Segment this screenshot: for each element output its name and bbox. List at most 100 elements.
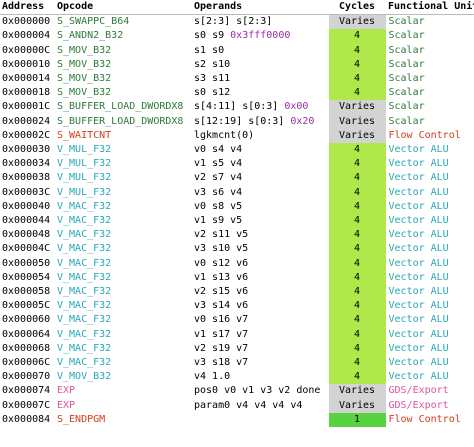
operand-token: s[0:3] — [242, 101, 279, 113]
instruction-address: 0x000068 — [2, 342, 51, 354]
operand-token: v0 s16 v7 — [194, 314, 249, 326]
cycles-cell: 4 — [327, 143, 387, 158]
cycles-cell: 4 — [327, 370, 387, 385]
instruction-operands: s1 s0 — [192, 44, 328, 58]
instruction-row[interactable]: 0x000058 V_MAC_F32 v2 s15 v6 4 Vector ALU — [0, 285, 474, 300]
cycles-cell: 4 — [327, 86, 387, 101]
instruction-opcode: S_BUFFER_LOAD_DWORDX8 — [57, 115, 184, 127]
instruction-row[interactable]: 0x000068 V_MAC_F32 v2 s19 v7 4 Vector ALU — [0, 341, 474, 357]
instruction-row[interactable]: 0x00004C V_MAC_F32 v3 s10 v5 4 Vector ALU — [0, 242, 474, 257]
instruction-row[interactable]: 0x000030 V_MUL_F32 v0 s4 v4 4 Vector ALU — [0, 143, 474, 158]
cycles-cell: 4 — [327, 157, 387, 172]
instruction-opcode: S_MOV_B32 — [57, 58, 112, 70]
functional-unit: Vector ALU — [388, 172, 449, 184]
functional-unit: Vector ALU — [388, 200, 449, 212]
instruction-row[interactable]: 0x00000C S_MOV_B32 s1 s0 4 Scalar — [0, 43, 474, 58]
instruction-operands: v4 1.0 — [192, 370, 328, 384]
instruction-operands: v2 s7 v4 — [192, 171, 328, 185]
operands-column-header[interactable]: Operands — [192, 0, 328, 16]
cycles-cell: 4 — [327, 57, 387, 73]
cycles-cell: Varies — [327, 128, 387, 144]
instruction-opcode: S_MOV_B32 — [57, 87, 112, 99]
functional-unit-column-header[interactable]: Functional Unit — [386, 0, 474, 16]
instruction-row[interactable]: 0x000018 S_MOV_B32 s0 s12 4 Scalar — [0, 86, 474, 101]
instruction-row[interactable]: 0x000000 S_SWAPPC_B64 s[2:3] s[2:3] Varies S… — [0, 14, 474, 30]
cycles-cell: Varies — [327, 398, 387, 413]
instruction-operands: v3 s10 v5 — [192, 242, 328, 256]
operand-token: s[2:3] — [194, 16, 231, 28]
instruction-row[interactable]: 0x000074 EXP pos0 v0 v1 v3 v2 done Varies GD… — [0, 384, 474, 399]
isa-disassembly-table: Address Opcode Operands Cycles Functiona… — [0, 0, 474, 428]
instruction-row[interactable]: 0x000054 V_MAC_F32 v1 s13 v6 4 Vector ALU — [0, 270, 474, 286]
instruction-opcode: S_MOV_B32 — [57, 44, 112, 56]
instruction-address: 0x000070 — [2, 371, 51, 383]
instruction-address: 0x000030 — [2, 144, 51, 156]
instruction-operands: v1 s17 v7 — [192, 328, 328, 342]
instruction-row[interactable]: 0x000014 S_MOV_B32 s3 s11 4 Scalar — [0, 72, 474, 87]
instruction-row[interactable]: 0x000044 V_MAC_F32 v1 s9 v5 4 Vector ALU — [0, 214, 474, 229]
instruction-address: 0x00005C — [2, 300, 51, 312]
functional-unit: GDS/Export — [388, 399, 449, 411]
instruction-row[interactable]: 0x000050 V_MAC_F32 v0 s12 v6 4 Vector ALU — [0, 256, 474, 271]
instruction-row[interactable]: 0x000084 S_ENDPGM 1 Flow Control — [0, 412, 474, 428]
instruction-row[interactable]: 0x000038 V_MUL_F32 v2 s7 v4 4 Vector ALU — [0, 171, 474, 186]
instruction-address: 0x000014 — [2, 73, 51, 85]
instruction-row[interactable]: 0x00006C V_MAC_F32 v3 s18 v7 4 Vector ALU — [0, 356, 474, 371]
instruction-row[interactable]: 0x00003C V_MUL_F32 v3 s6 v4 4 Vector ALU — [0, 185, 474, 200]
instruction-row[interactable]: 0x00005C V_MAC_F32 v3 s14 v6 4 Vector ALU — [0, 299, 474, 314]
instruction-row[interactable]: 0x000024 S_BUFFER_LOAD_DWORDX8 s[12:19] s[… — [0, 114, 474, 129]
instruction-operands: v0 s4 v4 — [192, 143, 328, 157]
instruction-opcode: V_MUL_F32 — [57, 172, 112, 184]
operand-immediate: 0x00 — [284, 101, 309, 113]
operand-token: lgkmcnt(0) — [194, 129, 255, 141]
instruction-row[interactable]: 0x00007C EXP param0 v4 v4 v4 v4 Varies GDS/E… — [0, 398, 474, 413]
instruction-address: 0x000040 — [2, 200, 51, 212]
instruction-row[interactable]: 0x000060 V_MAC_F32 v0 s16 v7 4 Vector ALU — [0, 313, 474, 328]
instruction-operands: v3 s18 v7 — [192, 356, 328, 370]
opcode-column-header[interactable]: Opcode — [55, 0, 192, 16]
instruction-operands: s0 s12 — [192, 86, 328, 100]
instruction-operands: v2 s15 v6 — [192, 285, 328, 299]
functional-unit: Vector ALU — [388, 229, 449, 241]
instruction-operands: v1 s5 v4 — [192, 157, 328, 171]
instruction-address: 0x00007C — [2, 399, 51, 411]
instruction-address: 0x00000C — [2, 44, 51, 56]
operand-token: v2 s19 v7 — [194, 342, 249, 354]
functional-unit: Scalar — [388, 16, 425, 28]
cycles-cell: 4 — [327, 185, 387, 200]
instruction-row[interactable]: 0x000048 V_MAC_F32 v2 s11 v5 4 Vector ALU — [0, 228, 474, 243]
instruction-row[interactable]: 0x00001C S_BUFFER_LOAD_DWORDX8 s[4:11] s[0… — [0, 100, 474, 115]
functional-unit: Flow Control — [388, 129, 461, 141]
cycles-cell: 4 — [327, 171, 387, 186]
operand-token: v4 1.0 — [194, 371, 231, 383]
operand-token: s0 s12 — [194, 87, 231, 99]
cycles-cell: 4 — [327, 43, 387, 58]
operand-immediate: 0x20 — [290, 115, 315, 127]
header-row: Address Opcode Operands Cycles Functiona… — [0, 0, 474, 16]
functional-unit: Scalar — [388, 87, 425, 99]
operand-token: s[12:19] — [194, 115, 243, 127]
instruction-opcode: S_SWAPPC_B64 — [57, 16, 130, 28]
instruction-row[interactable]: 0x000004 S_ANDN2_B32 s0 s9 0x3fff0000 4 Scal… — [0, 29, 474, 44]
operand-token: s2 s10 — [194, 58, 231, 70]
instruction-opcode: V_MUL_F32 — [57, 158, 112, 170]
cycles-column-header[interactable]: Cycles — [328, 0, 386, 16]
functional-unit: Vector ALU — [388, 357, 449, 369]
functional-unit: Scalar — [388, 58, 425, 70]
operand-token: v0 s12 v6 — [194, 257, 249, 269]
instruction-address: 0x000044 — [2, 215, 51, 227]
instruction-operands: param0 v4 v4 v4 v4 — [192, 399, 328, 413]
address-column-header[interactable]: Address — [0, 0, 55, 16]
instruction-address: 0x000074 — [2, 385, 51, 397]
instruction-address: 0x000084 — [2, 413, 51, 425]
operand-token: v1 s13 v6 — [194, 271, 249, 283]
instruction-row[interactable]: 0x000070 V_MOV_B32 v4 1.0 4 Vector ALU — [0, 370, 474, 385]
instruction-row[interactable]: 0x00002C S_WAITCNT lgkmcnt(0) Varies Flow Co… — [0, 128, 474, 144]
functional-unit: Vector ALU — [388, 158, 449, 170]
instruction-row[interactable]: 0x000010 S_MOV_B32 s2 s10 4 Scalar — [0, 57, 474, 73]
instruction-row[interactable]: 0x000034 V_MUL_F32 v1 s5 v4 4 Vector ALU — [0, 157, 474, 172]
operand-token: s1 s0 — [194, 44, 225, 56]
operand-token: pos0 v0 v1 v3 v2 done — [194, 385, 321, 397]
instruction-row[interactable]: 0x000064 V_MAC_F32 v1 s17 v7 4 Vector ALU — [0, 327, 474, 342]
instruction-row[interactable]: 0x000040 V_MAC_F32 v0 s8 v5 4 Vector ALU — [0, 199, 474, 215]
